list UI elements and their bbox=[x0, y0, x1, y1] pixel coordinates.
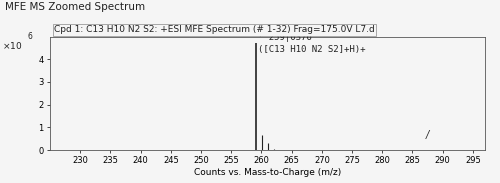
X-axis label: Counts vs. Mass-to-Charge (m/z): Counts vs. Mass-to-Charge (m/z) bbox=[194, 168, 341, 177]
Text: $\times$10: $\times$10 bbox=[2, 40, 23, 51]
Text: /: / bbox=[426, 130, 429, 140]
Text: MFE MS Zoomed Spectrum: MFE MS Zoomed Spectrum bbox=[5, 2, 145, 12]
Text: 6: 6 bbox=[28, 32, 32, 41]
Text: Cpd 1: C13 H10 N2 S2: +ESI MFE Spectrum (# 1-32) Frag=175.0V L7.d: Cpd 1: C13 H10 N2 S2: +ESI MFE Spectrum … bbox=[54, 25, 375, 34]
Text: ([C13 H10 N2 S2]+H)+: ([C13 H10 N2 S2]+H)+ bbox=[258, 45, 365, 54]
Text: * 259|0376: * 259|0376 bbox=[258, 33, 312, 42]
